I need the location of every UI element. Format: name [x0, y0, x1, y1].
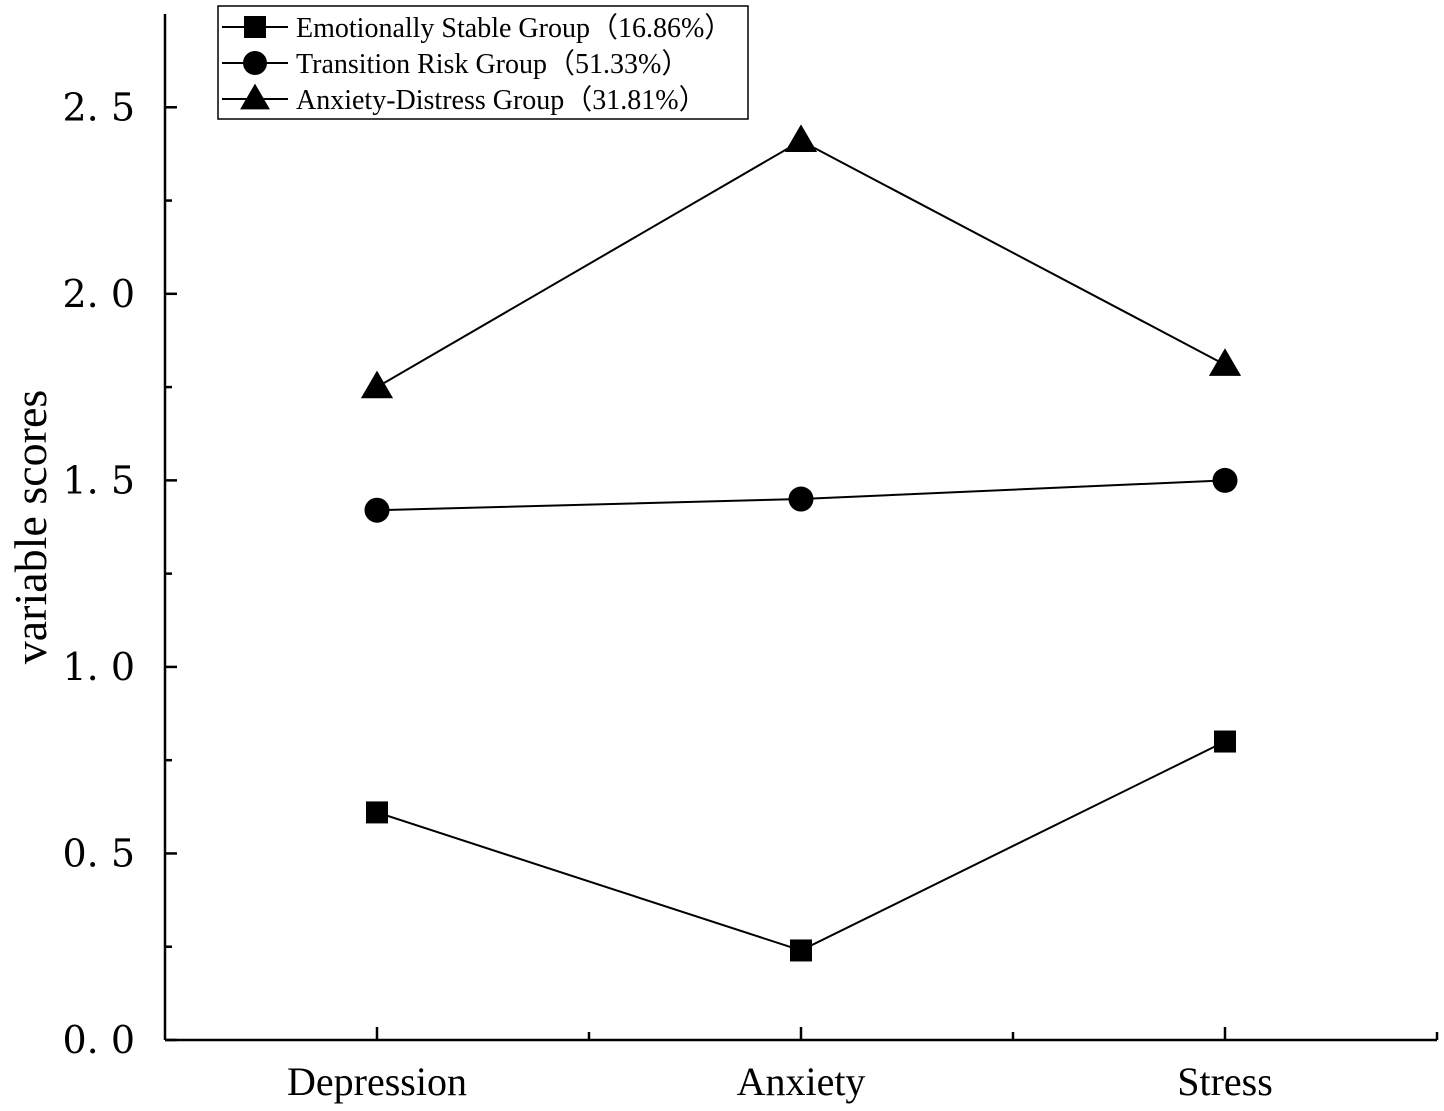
square-marker — [790, 939, 812, 962]
legend-label: Anxiety-Distress Group（31.81%） — [296, 84, 707, 116]
series-circle — [364, 467, 1238, 523]
y-axis-title: variable scores — [5, 390, 56, 665]
square-marker — [244, 16, 266, 38]
axes — [163, 14, 1437, 1042]
square-marker — [1214, 730, 1236, 753]
y-tick-label: 1. 5 — [62, 458, 135, 502]
x-tick-label: Depression — [287, 1059, 467, 1104]
y-tick-label: 2. 5 — [62, 85, 135, 129]
legend: Emotionally Stable Group（16.86%） Transiti… — [217, 5, 749, 120]
x-ticks: Depression Anxiety Stress — [287, 1027, 1439, 1104]
x-tick-label: Anxiety — [737, 1059, 866, 1104]
square-marker — [366, 801, 388, 824]
y-tick-label: 2. 0 — [62, 272, 135, 316]
circle-marker — [788, 486, 814, 512]
triangle-marker — [360, 370, 394, 399]
legend-label: Emotionally Stable Group（16.86%） — [296, 12, 732, 44]
legend-item: Transition Risk Group（51.33%） — [222, 48, 689, 80]
series-layer — [360, 124, 1242, 962]
circle-marker — [243, 51, 267, 75]
series-line — [376, 740, 1226, 952]
legend-item: Emotionally Stable Group（16.86%） — [222, 12, 732, 44]
x-tick-label: Stress — [1177, 1059, 1273, 1104]
legend-box — [217, 5, 749, 120]
legend-item: Anxiety-Distress Group（31.81%） — [222, 83, 707, 116]
legend-label: Transition Risk Group（51.33%） — [296, 48, 689, 80]
triangle-marker — [240, 83, 270, 110]
series-line — [376, 139, 1226, 388]
y-tick-label: 1. 0 — [62, 645, 135, 689]
triangle-marker — [1208, 348, 1242, 376]
circle-marker — [364, 497, 390, 523]
series-square — [366, 730, 1236, 962]
y-tick-label: 0. 5 — [62, 831, 135, 875]
y-ticks: 0. 0 0. 5 1. 0 1. 5 2. 0 2. 5 — [62, 85, 177, 1062]
series-triangle — [360, 124, 1242, 399]
y-tick-label: 0. 0 — [62, 1018, 135, 1062]
circle-marker — [1212, 467, 1238, 493]
triangle-marker — [784, 124, 818, 153]
